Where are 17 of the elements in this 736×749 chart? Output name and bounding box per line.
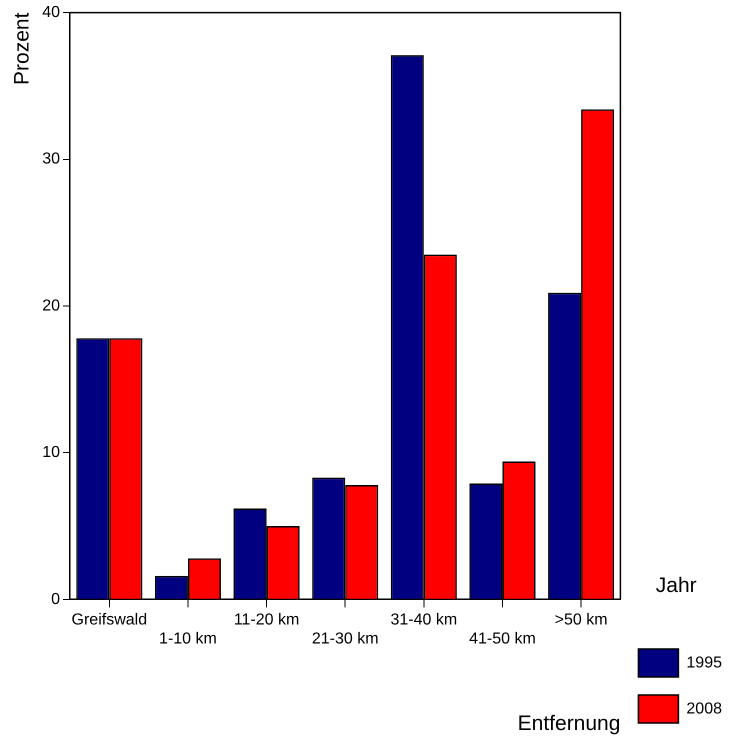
y-tick-label: 10	[42, 444, 60, 462]
y-tick-label: 40	[42, 4, 60, 22]
y-axis-title: Prozent	[10, 12, 34, 85]
y-tick-label: 20	[42, 297, 60, 314]
legend-title: Jahr	[656, 574, 697, 598]
x-tick-label: >50 km	[554, 611, 608, 628]
y-tick-label: 30	[42, 150, 60, 168]
x-tick-label: 1-10 km	[159, 630, 217, 648]
x-tick-label: 31-40 km	[390, 611, 458, 628]
legend-label: 1995	[686, 654, 722, 672]
x-tick-label: 41-50 km	[469, 630, 536, 648]
x-tick-label: Greifswald	[72, 611, 148, 628]
x-axis-title: Entfernung	[518, 712, 620, 736]
y-tick-label: 0	[51, 590, 60, 608]
legend-label: 2008	[686, 700, 722, 718]
x-tick-label: 21-30 km	[312, 630, 379, 648]
x-tick-label: 11-20 km	[234, 611, 300, 628]
